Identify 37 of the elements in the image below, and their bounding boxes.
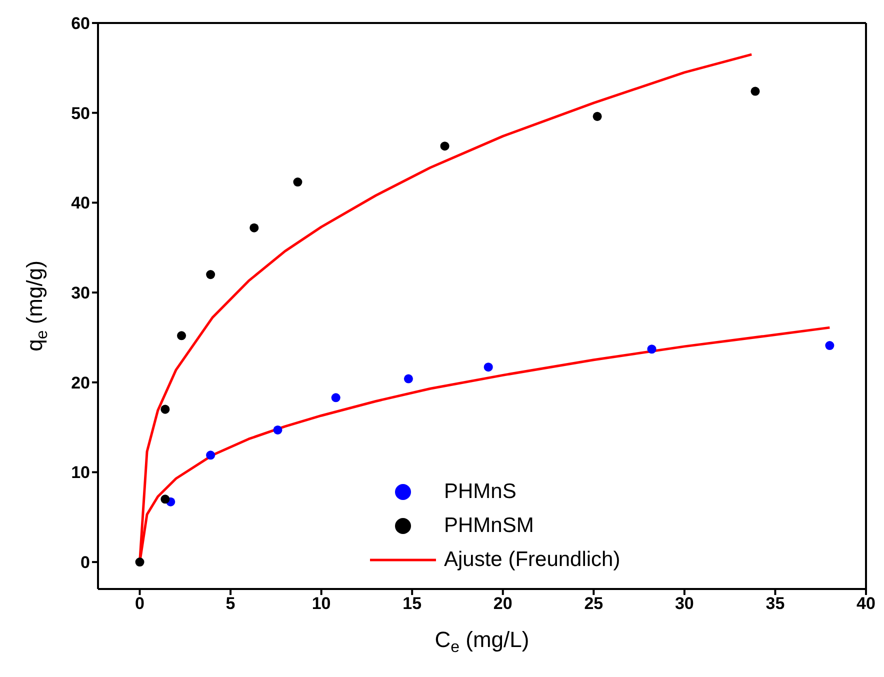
y-tick-label: 60 <box>71 14 90 34</box>
point <box>440 142 450 151</box>
legend-label: PHMnS <box>444 480 516 504</box>
x-tick-label: 0 <box>135 594 144 614</box>
x-tick-label: 30 <box>674 594 694 614</box>
y-tick-label: 50 <box>71 104 90 123</box>
x-axis-title: C$_{e}$ (mg/L) <box>434 627 530 656</box>
x-tick-label: 20 <box>493 594 512 614</box>
point <box>331 393 340 402</box>
point <box>273 425 282 434</box>
x-tick-label: 5 <box>226 594 236 614</box>
legend-label: Ajuste (Freundlich) <box>444 548 620 572</box>
point <box>404 374 413 384</box>
y-tick-label: 20 <box>71 373 90 392</box>
x-tick-label: 25 <box>584 594 604 614</box>
x-tick-label: 35 <box>766 594 785 614</box>
point <box>250 223 259 232</box>
legend-label: PHMnSM <box>444 514 534 538</box>
point <box>177 331 186 340</box>
point <box>647 344 656 354</box>
point <box>160 494 170 504</box>
x-tick-label: 10 <box>312 594 331 614</box>
x-tick-label: 15 <box>402 594 422 614</box>
point <box>484 362 493 372</box>
y-tick-label: 40 <box>71 194 90 213</box>
y-tick-label: 10 <box>71 463 90 482</box>
point <box>206 450 216 460</box>
point <box>592 112 602 121</box>
point <box>750 86 760 96</box>
point <box>160 404 170 414</box>
x-tick-label: 40 <box>856 594 876 614</box>
y-tick-label: 0 <box>80 553 90 572</box>
point <box>825 341 834 350</box>
y-tick-label: 30 <box>71 284 90 303</box>
point <box>206 270 216 280</box>
point <box>135 558 144 567</box>
point <box>293 178 302 187</box>
